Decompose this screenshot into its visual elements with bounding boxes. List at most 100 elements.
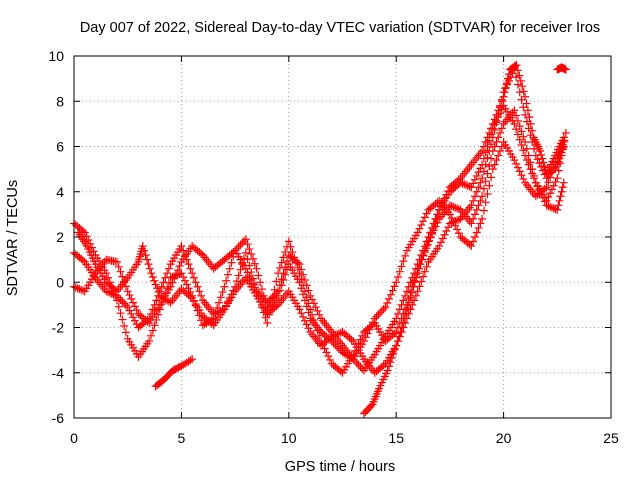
data-point: [236, 265, 245, 274]
data-point: [279, 253, 288, 262]
data-point: [512, 111, 521, 120]
data-point: [432, 214, 441, 223]
data-point: [494, 106, 503, 115]
data-point: [445, 201, 454, 210]
data-point: [240, 254, 249, 263]
data-point: [372, 312, 381, 321]
y-tick-label: 8: [56, 93, 64, 109]
data-point: [430, 219, 439, 228]
data-point: [517, 171, 526, 180]
data-point: [315, 310, 324, 319]
data-point: [275, 281, 284, 290]
data-point: [245, 272, 254, 281]
data-point: [241, 235, 250, 244]
data-point: [474, 168, 483, 177]
data-point: [479, 142, 488, 151]
data-point: [467, 219, 476, 228]
data-point: [478, 174, 487, 183]
data-point: [386, 290, 395, 299]
data-point: [472, 228, 481, 237]
data-point: [388, 286, 397, 295]
data-point: [488, 119, 497, 128]
data-point: [469, 214, 478, 223]
data-point: [476, 196, 485, 205]
data-point: [145, 337, 154, 346]
data-point: [492, 110, 501, 119]
data-point: [257, 285, 266, 294]
data-point: [444, 223, 453, 232]
data-point: [416, 260, 425, 269]
data-point: [435, 205, 444, 214]
data-point: [542, 201, 551, 210]
data-point: [390, 329, 399, 338]
data-point: [531, 178, 540, 187]
data-point: [436, 202, 445, 211]
data-point: [309, 299, 318, 308]
data-point: [123, 303, 132, 312]
data-point: [148, 305, 157, 314]
data-point: [481, 198, 490, 207]
y-axis-label: SDTVAR / TECUs: [5, 180, 21, 296]
data-point: [537, 150, 546, 159]
data-point: [553, 205, 562, 214]
data-point: [78, 256, 87, 265]
data-point: [420, 267, 429, 276]
data-point: [300, 287, 309, 296]
data-point: [420, 248, 429, 257]
data-point: [397, 300, 406, 309]
data-point: [472, 205, 481, 214]
data-point: [254, 271, 263, 280]
y-tick-label: 2: [56, 229, 64, 245]
y-tick-label: 0: [56, 274, 64, 290]
data-point: [445, 210, 454, 219]
data-point: [453, 204, 462, 213]
data-point: [496, 128, 505, 137]
data-point: [147, 269, 156, 278]
data-point: [354, 360, 363, 369]
data-point: [270, 291, 279, 300]
data-point: [180, 276, 189, 285]
data-point: [308, 295, 317, 304]
data-point: [481, 160, 490, 169]
data-point: [426, 233, 435, 241]
data-point: [557, 187, 566, 196]
data-point: [490, 115, 499, 124]
data-point: [356, 335, 365, 344]
data-point: [138, 242, 147, 251]
data-point: [172, 270, 181, 279]
x-tick-label: 10: [281, 430, 297, 446]
data-point: [519, 174, 528, 183]
data-point: [538, 154, 547, 163]
data-point: [329, 338, 338, 347]
data-point: [517, 140, 526, 149]
data-point: [227, 258, 236, 267]
data-point: [467, 183, 476, 192]
data-point: [474, 223, 483, 232]
data-point: [469, 237, 478, 246]
data-point: [129, 313, 138, 322]
data-point: [419, 272, 428, 281]
y-tick-label: 10: [48, 48, 64, 64]
data-point: [393, 337, 402, 346]
data-point: [449, 202, 458, 211]
data-point: [472, 187, 481, 196]
data-point: [487, 173, 496, 182]
data-point: [460, 180, 469, 189]
data-point: [474, 183, 483, 192]
data-point: [393, 309, 402, 318]
data-point: [361, 333, 370, 342]
axis-ticks: [73, 55, 612, 419]
data-point: [163, 269, 172, 278]
data-point: [114, 302, 123, 311]
data-point: [399, 318, 408, 327]
data-point: [177, 242, 186, 251]
data-point: [503, 74, 512, 83]
data-point: [116, 267, 125, 276]
data-point: [423, 240, 432, 249]
data-point: [451, 203, 460, 212]
data-point: [302, 320, 311, 329]
data-point: [392, 314, 401, 323]
data-point: [522, 156, 531, 165]
